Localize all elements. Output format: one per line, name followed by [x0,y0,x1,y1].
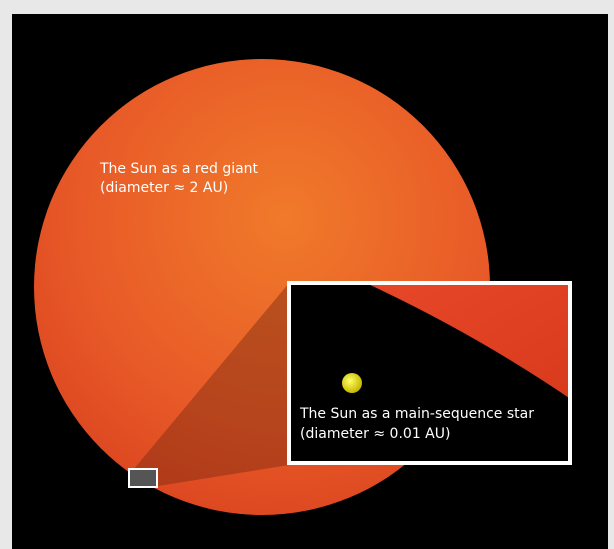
giant-label: (diameter ≈ 2 AU) [100,180,228,196]
inset-label: (diameter ≈ 0.01 AU) [300,426,450,442]
main-sequence-sun [342,373,362,393]
inset-label: The Sun as a main-sequence star [299,406,534,422]
zoom-cone [133,283,289,486]
giant-label: The Sun as a red giant [99,161,259,177]
inset: The Sun as a main-sequence star (diamete… [287,281,572,465]
zoom-marker [128,468,158,488]
giant-edge [365,283,570,399]
inset-border [287,281,572,465]
